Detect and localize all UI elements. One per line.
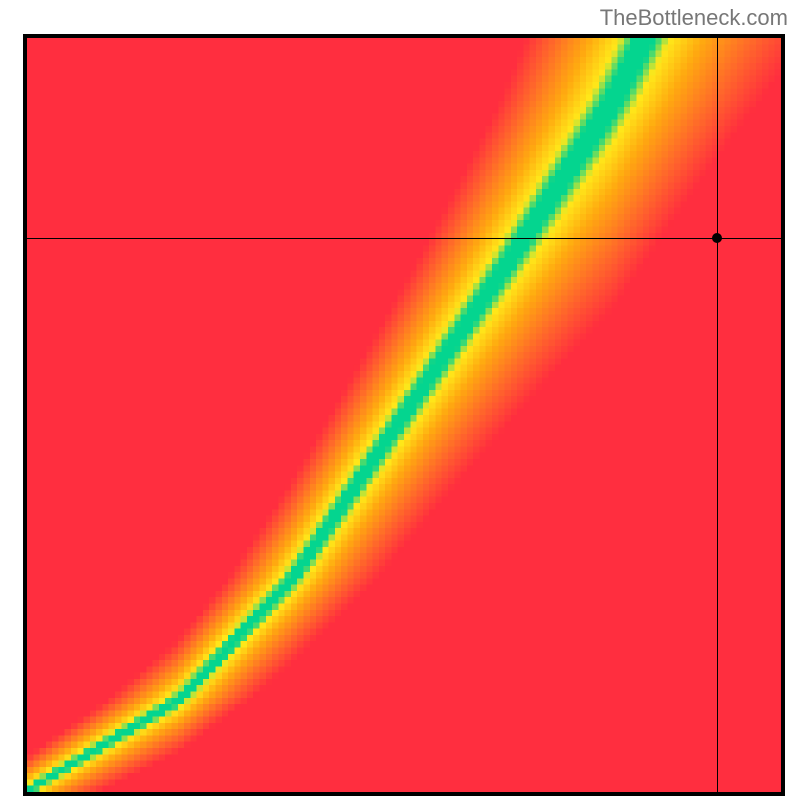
crosshair-vertical-line <box>717 38 718 792</box>
heatmap-canvas <box>27 38 781 792</box>
attribution-text: TheBottleneck.com <box>600 5 788 31</box>
heatmap-chart <box>23 34 785 796</box>
chart-container: TheBottleneck.com <box>0 0 800 800</box>
crosshair-horizontal-line <box>27 238 781 239</box>
crosshair-marker <box>712 233 722 243</box>
